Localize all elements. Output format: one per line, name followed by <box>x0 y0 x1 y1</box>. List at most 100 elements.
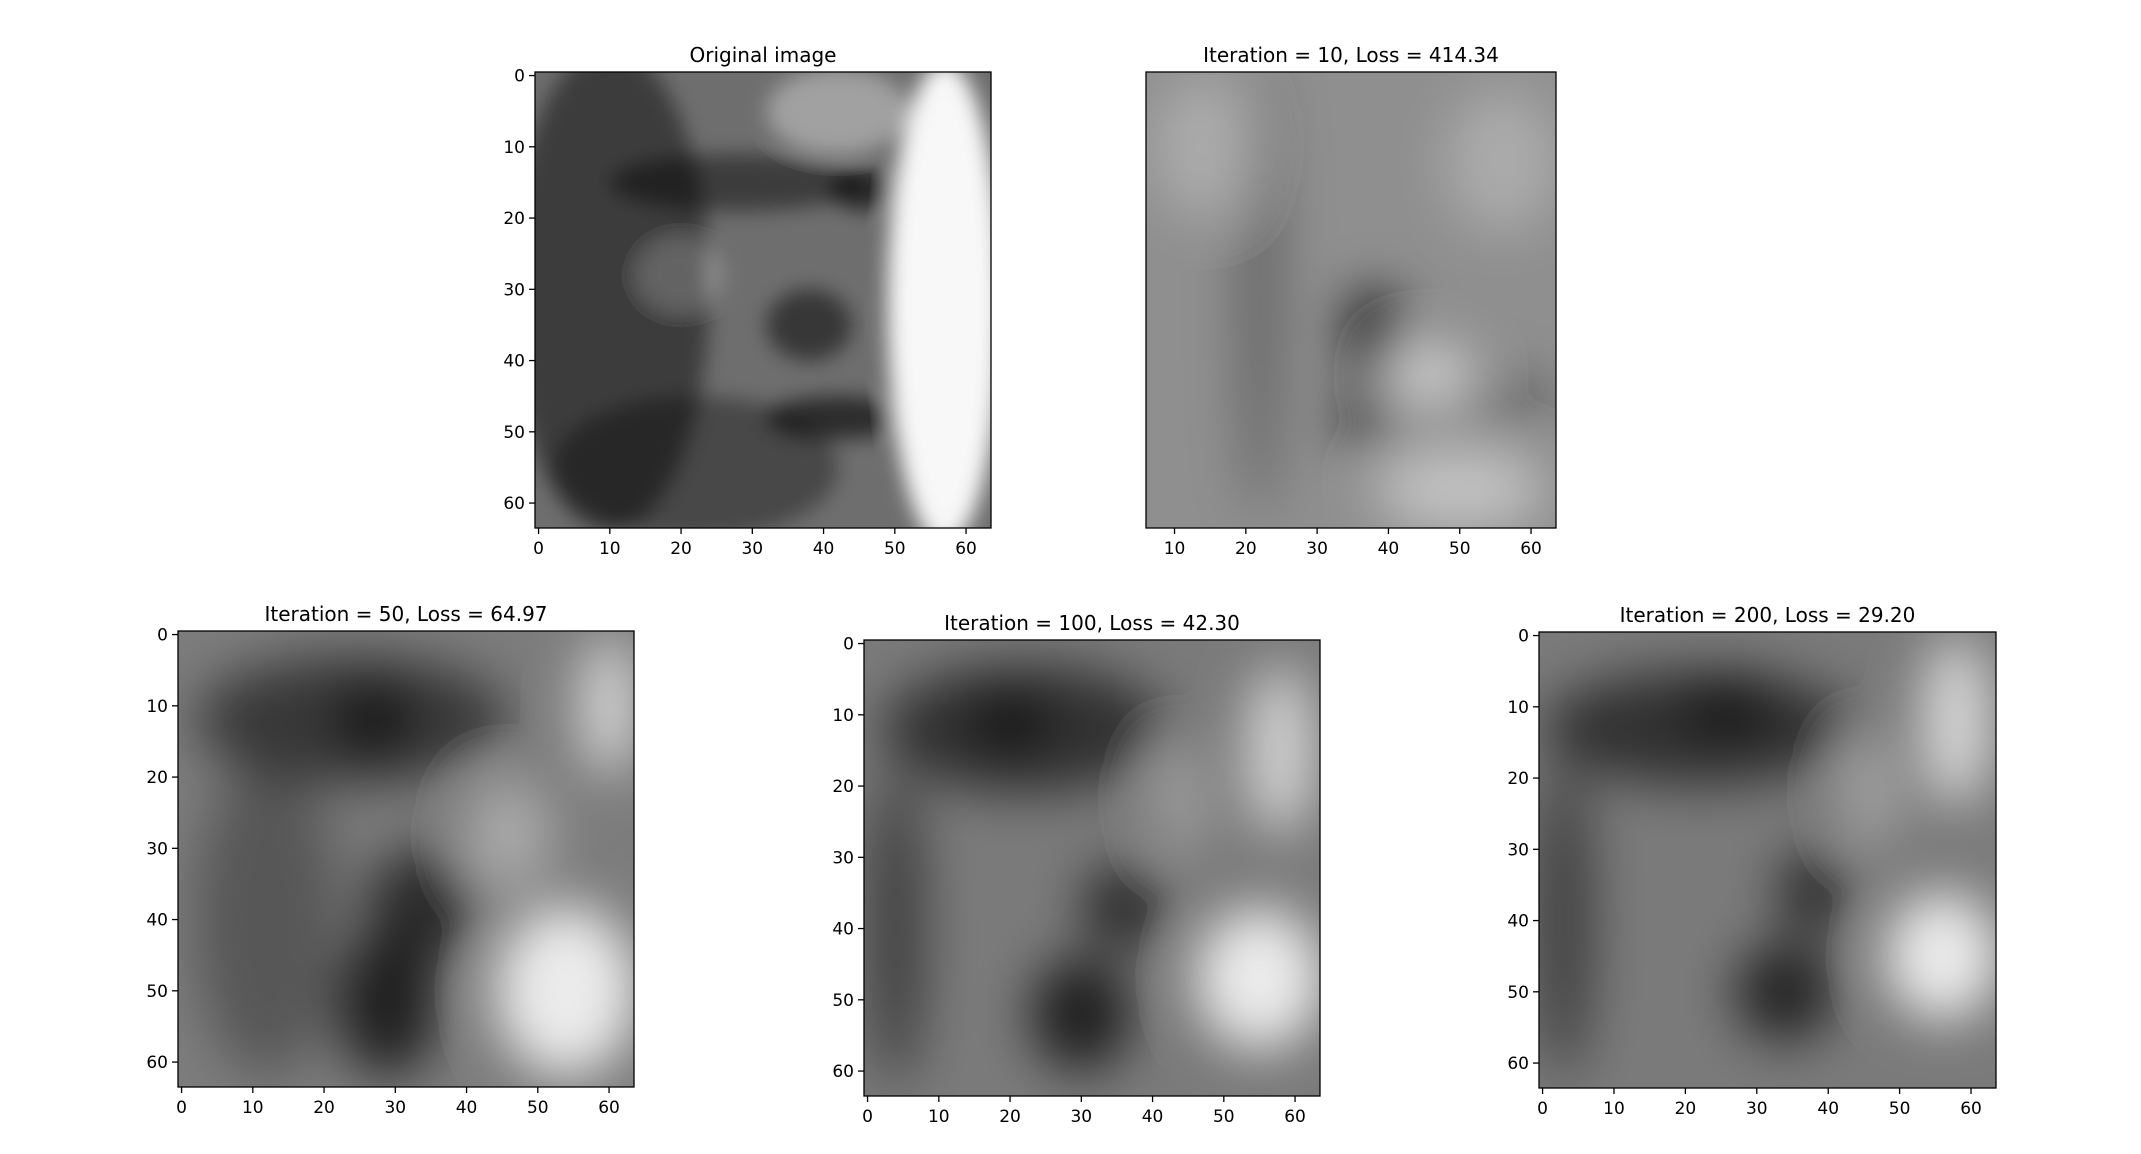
heatmap-dark-region <box>338 933 439 1077</box>
x-tick-label: 60 <box>1284 1107 1306 1127</box>
y-tick-label: 10 <box>1507 698 1529 718</box>
heatmap-dark-region <box>1238 72 1282 518</box>
x-tick-label: 10 <box>1603 1099 1625 1119</box>
y-tick-label: 40 <box>503 352 525 372</box>
subplot-title: Iteration = 10, Loss = 414.34 <box>1203 43 1499 67</box>
y-tick-label: 20 <box>503 209 525 229</box>
heatmap-bright-region <box>466 777 553 892</box>
heatmap-bright-region <box>1885 892 1996 1021</box>
x-tick-label: 50 <box>1889 1099 1911 1119</box>
x-tick-label: 50 <box>1213 1107 1235 1127</box>
subplot-1: Original image 0 10 20 30 40 50 60 0 10 20 30 40 50 60 <box>503 43 992 559</box>
subplot-3: Iteration = 50, Loss = 64.97 0 10 20 30 40 50 6… <box>146 602 635 1118</box>
x-tick-label: 60 <box>1520 539 1542 559</box>
heatmap-bright-region <box>495 905 634 1077</box>
x-tick-label: 0 <box>176 1098 187 1118</box>
x-tick-label: 40 <box>456 1098 478 1118</box>
heatmap-bright-region <box>766 72 910 154</box>
subplot-title: Iteration = 100, Loss = 42.30 <box>944 611 1240 635</box>
axes-frame <box>177 630 635 1088</box>
y-tick-label: 50 <box>832 991 854 1011</box>
heatmap-dark-region <box>974 693 1046 751</box>
subplot-title: Iteration = 50, Loss = 64.97 <box>264 602 547 626</box>
x-tick-label: 40 <box>1817 1099 1839 1119</box>
heatmap-dark-region <box>867 771 925 1086</box>
heatmap-bright-region <box>1842 735 1900 850</box>
heatmap-bright-region <box>1153 75 1253 219</box>
heatmap-bright-region <box>1374 446 1546 528</box>
heatmap-bright-region <box>1245 664 1317 836</box>
axes-frame <box>1145 71 1557 529</box>
x-tick-label: 20 <box>670 539 692 559</box>
heatmap-bright-region <box>1195 907 1320 1050</box>
y-tick-label: 0 <box>514 67 525 87</box>
x-tick-label: 50 <box>527 1098 549 1118</box>
heatmap-dark-region <box>1445 374 1556 432</box>
y-tick-label: 40 <box>832 920 854 940</box>
y-tick-label: 0 <box>843 635 854 655</box>
subplot-5: Iteration = 200, Loss = 29.20 0 10 20 30 40 50… <box>1507 603 1997 1119</box>
heatmap-dark-region <box>1081 864 1167 950</box>
heatmap-bright-region <box>1445 89 1556 233</box>
y-tick-label: 30 <box>832 848 854 868</box>
heatmap-dark-region <box>1345 289 1403 375</box>
subplot-2: Iteration = 10, Loss = 414.34 10 20 30 40 50 6… <box>1145 43 1557 559</box>
heatmap-dark-region <box>609 153 867 211</box>
heatmap-bright-region <box>1388 346 1474 404</box>
heatmap-dark-region <box>552 396 838 528</box>
y-tick-label: 30 <box>503 280 525 300</box>
heatmap-bright-region <box>1152 743 1210 858</box>
y-tick-label: 0 <box>1518 627 1529 647</box>
y-tick-label: 0 <box>157 626 168 646</box>
x-tick-label: 10 <box>1164 539 1186 559</box>
heatmap-bright-region <box>580 634 634 778</box>
x-tick-label: 30 <box>741 539 763 559</box>
x-tick-label: 60 <box>598 1098 620 1118</box>
heatmap-image <box>535 72 991 528</box>
x-tick-label: 30 <box>1070 1107 1092 1127</box>
axes-frame <box>534 71 992 529</box>
heatmap-bright-region <box>1921 635 1993 807</box>
heatmap-dark-region <box>830 168 902 211</box>
x-tick-label: 10 <box>928 1107 950 1127</box>
heatmap-dark-region <box>1778 849 1850 935</box>
y-tick-label: 30 <box>1507 840 1529 860</box>
y-tick-label: 40 <box>146 911 168 931</box>
x-tick-label: 60 <box>1960 1099 1982 1119</box>
heatmap-bright-region <box>638 239 724 311</box>
subplot-4: Iteration = 100, Loss = 42.30 0 10 20 30 40 50… <box>832 611 1321 1127</box>
y-tick-label: 60 <box>503 494 525 514</box>
heatmap-dark-region <box>195 762 339 1077</box>
y-tick-label: 10 <box>832 706 854 726</box>
heatmap-dark-region <box>338 684 410 756</box>
heatmap-dark-region <box>1338 381 1396 454</box>
x-tick-label: 20 <box>1235 539 1257 559</box>
x-tick-label: 20 <box>313 1098 335 1118</box>
heatmap-dark-region <box>766 289 853 361</box>
y-tick-label: 10 <box>503 138 525 158</box>
heatmap-dark-region <box>1031 957 1132 1072</box>
heatmap-dark-region <box>1685 678 1772 736</box>
x-tick-label: 40 <box>1378 539 1400 559</box>
heatmap-image <box>1146 72 1556 528</box>
x-tick-label: 40 <box>813 539 835 559</box>
heatmap-image <box>178 631 634 1087</box>
x-tick-label: 30 <box>384 1098 406 1118</box>
x-tick-label: 0 <box>533 539 544 559</box>
y-tick-label: 60 <box>1507 1054 1529 1074</box>
y-tick-label: 40 <box>1507 912 1529 932</box>
x-tick-label: 50 <box>884 539 906 559</box>
heatmap-dark-region <box>766 396 910 439</box>
y-tick-label: 20 <box>146 768 168 788</box>
heatmap-dark-region <box>1542 671 1857 786</box>
y-tick-label: 50 <box>503 423 525 443</box>
x-tick-label: 10 <box>242 1098 264 1118</box>
x-tick-label: 40 <box>1142 1107 1164 1127</box>
y-tick-label: 10 <box>146 697 168 717</box>
heatmap-dark-region <box>1735 941 1836 1042</box>
axes-frame <box>863 639 1321 1097</box>
x-tick-label: 10 <box>599 539 621 559</box>
y-tick-label: 60 <box>832 1062 854 1082</box>
y-tick-label: 20 <box>832 777 854 797</box>
